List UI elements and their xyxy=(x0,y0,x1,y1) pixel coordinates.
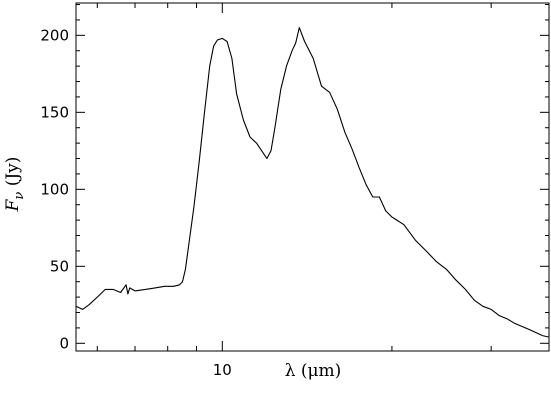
y-tick-label: 0 xyxy=(59,334,69,352)
y-tick-label: 150 xyxy=(40,103,69,121)
plot-frame xyxy=(75,2,550,352)
y-tick-label: 200 xyxy=(40,26,69,44)
x-axis-label: λ (μm) xyxy=(285,361,342,381)
series-line-flux xyxy=(75,27,550,338)
x-tick-label: 10 xyxy=(213,361,232,379)
y-tick-label: 100 xyxy=(40,180,69,198)
y-axis-label: Fν (Jy) xyxy=(3,157,27,213)
y-tick-label: 50 xyxy=(50,257,69,275)
